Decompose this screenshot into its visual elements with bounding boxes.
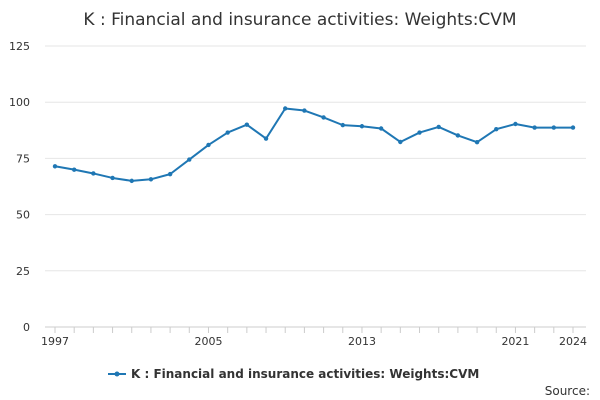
series-line[interactable] xyxy=(54,107,573,182)
data-point[interactable] xyxy=(436,124,441,130)
data-point[interactable] xyxy=(263,136,269,141)
grid xyxy=(45,45,586,328)
data-point[interactable] xyxy=(378,126,384,131)
data-point[interactable] xyxy=(398,139,403,145)
x-tick-label: 2005 xyxy=(194,335,222,348)
data-point[interactable] xyxy=(551,125,557,130)
x-tick-label: 2021 xyxy=(501,335,529,348)
y-tick-label: 75 xyxy=(16,152,30,165)
x-tick-label: 1997 xyxy=(41,335,69,348)
x-tick-label: 2024 xyxy=(559,335,587,348)
data-point[interactable] xyxy=(417,130,422,135)
data-point[interactable] xyxy=(513,121,518,127)
data-point[interactable] xyxy=(187,157,192,162)
source-label[interactable]: Source: xyxy=(545,384,590,398)
y-tick-label: 0 xyxy=(23,321,30,334)
data-point[interactable] xyxy=(532,125,537,130)
x-axis: 1997 2005 2013 2021 2024 xyxy=(41,327,587,348)
data-point[interactable] xyxy=(494,126,499,132)
data-point[interactable] xyxy=(474,140,480,145)
data-point[interactable] xyxy=(167,171,173,177)
x-tick-label: 2013 xyxy=(348,335,376,348)
legend-marker xyxy=(114,371,120,377)
y-tick-label: 50 xyxy=(16,209,30,222)
data-point[interactable] xyxy=(340,122,345,128)
data-point[interactable] xyxy=(206,142,211,148)
data-point[interactable] xyxy=(110,175,115,181)
series-group xyxy=(52,106,576,184)
data-point[interactable] xyxy=(570,125,576,130)
legend[interactable]: K : Financial and insurance activities: … xyxy=(108,367,479,381)
data-point[interactable] xyxy=(148,177,154,182)
data-point[interactable] xyxy=(129,178,134,184)
data-point[interactable] xyxy=(455,133,461,138)
y-tick-label: 125 xyxy=(9,40,30,53)
chart-title: K : Financial and insurance activities: … xyxy=(83,10,516,30)
data-point[interactable] xyxy=(91,171,96,176)
data-point[interactable] xyxy=(283,106,288,111)
data-point[interactable] xyxy=(244,122,250,127)
y-tick-label: 100 xyxy=(9,96,30,109)
data-point[interactable] xyxy=(52,164,58,169)
data-point[interactable] xyxy=(71,167,77,172)
y-axis-ticks: 0 25 50 75 100 125 xyxy=(9,40,30,334)
data-point[interactable] xyxy=(225,130,230,135)
y-tick-label: 25 xyxy=(16,265,30,278)
legend-label: K : Financial and insurance activities: … xyxy=(131,367,479,381)
data-point[interactable] xyxy=(321,115,326,120)
data-point[interactable] xyxy=(302,108,307,113)
data-point[interactable] xyxy=(359,124,365,129)
